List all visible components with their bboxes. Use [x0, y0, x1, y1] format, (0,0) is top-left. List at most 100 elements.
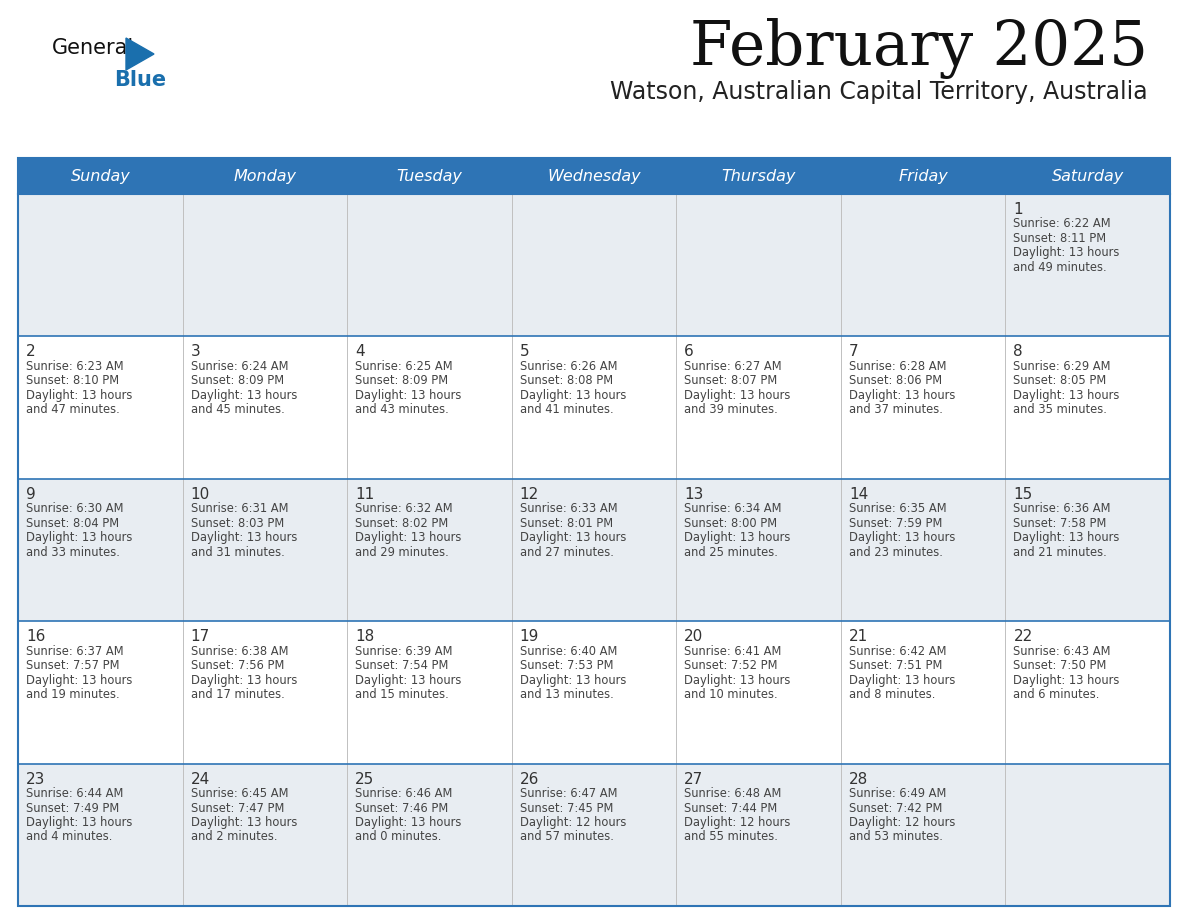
Text: and 53 minutes.: and 53 minutes. [849, 831, 943, 844]
Bar [18, 336, 1170, 479]
Text: Daylight: 13 hours: Daylight: 13 hours [849, 389, 955, 402]
Bar [18, 158, 1170, 194]
Text: 4: 4 [355, 344, 365, 360]
Text: Daylight: 13 hours: Daylight: 13 hours [849, 674, 955, 687]
Text: Sunrise: 6:30 AM: Sunrise: 6:30 AM [26, 502, 124, 515]
Text: Tuesday: Tuesday [397, 169, 462, 184]
Text: Daylight: 13 hours: Daylight: 13 hours [26, 674, 132, 687]
Text: Daylight: 13 hours: Daylight: 13 hours [1013, 532, 1120, 544]
Text: Sunrise: 6:47 AM: Sunrise: 6:47 AM [519, 787, 618, 800]
Text: Sunrise: 6:33 AM: Sunrise: 6:33 AM [519, 502, 618, 515]
Text: Sunrise: 6:41 AM: Sunrise: 6:41 AM [684, 644, 782, 657]
Text: Daylight: 13 hours: Daylight: 13 hours [26, 816, 132, 829]
Text: Friday: Friday [898, 169, 948, 184]
Text: Sunrise: 6:49 AM: Sunrise: 6:49 AM [849, 787, 946, 800]
Text: Sunrise: 6:27 AM: Sunrise: 6:27 AM [684, 360, 782, 373]
Text: Sunset: 7:53 PM: Sunset: 7:53 PM [519, 659, 613, 672]
Text: Sunrise: 6:42 AM: Sunrise: 6:42 AM [849, 644, 947, 657]
Text: Daylight: 13 hours: Daylight: 13 hours [684, 389, 791, 402]
Text: Daylight: 13 hours: Daylight: 13 hours [684, 532, 791, 544]
Text: and 10 minutes.: and 10 minutes. [684, 688, 778, 701]
Text: Saturday: Saturday [1051, 169, 1124, 184]
Text: 28: 28 [849, 772, 868, 787]
Text: 19: 19 [519, 629, 539, 644]
Text: Sunset: 7:59 PM: Sunset: 7:59 PM [849, 517, 942, 530]
Text: Sunrise: 6:31 AM: Sunrise: 6:31 AM [190, 502, 287, 515]
Text: Daylight: 13 hours: Daylight: 13 hours [190, 816, 297, 829]
Text: Sunday: Sunday [70, 169, 131, 184]
Text: General: General [52, 38, 134, 58]
Text: Sunrise: 6:45 AM: Sunrise: 6:45 AM [190, 787, 287, 800]
Text: Daylight: 13 hours: Daylight: 13 hours [1013, 389, 1120, 402]
Text: 24: 24 [190, 772, 210, 787]
Text: Daylight: 13 hours: Daylight: 13 hours [519, 532, 626, 544]
Text: and 29 minutes.: and 29 minutes. [355, 545, 449, 559]
Text: Sunset: 8:03 PM: Sunset: 8:03 PM [190, 517, 284, 530]
Text: 3: 3 [190, 344, 201, 360]
Text: Sunset: 8:09 PM: Sunset: 8:09 PM [190, 375, 284, 387]
Text: and 21 minutes.: and 21 minutes. [1013, 545, 1107, 559]
Text: Daylight: 13 hours: Daylight: 13 hours [519, 389, 626, 402]
Text: Daylight: 13 hours: Daylight: 13 hours [849, 532, 955, 544]
Text: and 13 minutes.: and 13 minutes. [519, 688, 613, 701]
Text: Sunrise: 6:40 AM: Sunrise: 6:40 AM [519, 644, 617, 657]
Text: Daylight: 13 hours: Daylight: 13 hours [355, 532, 461, 544]
Text: Sunrise: 6:32 AM: Sunrise: 6:32 AM [355, 502, 453, 515]
Text: Sunrise: 6:25 AM: Sunrise: 6:25 AM [355, 360, 453, 373]
Text: Sunset: 8:05 PM: Sunset: 8:05 PM [1013, 375, 1107, 387]
Text: Sunset: 8:09 PM: Sunset: 8:09 PM [355, 375, 448, 387]
Text: and 0 minutes.: and 0 minutes. [355, 831, 442, 844]
Text: Sunset: 7:52 PM: Sunset: 7:52 PM [684, 659, 778, 672]
Text: 1: 1 [1013, 202, 1023, 217]
Text: Daylight: 13 hours: Daylight: 13 hours [355, 816, 461, 829]
Text: 13: 13 [684, 487, 703, 502]
Text: and 43 minutes.: and 43 minutes. [355, 403, 449, 416]
Text: Sunset: 7:54 PM: Sunset: 7:54 PM [355, 659, 449, 672]
Text: 11: 11 [355, 487, 374, 502]
Bar [18, 479, 1170, 621]
Text: Sunset: 7:56 PM: Sunset: 7:56 PM [190, 659, 284, 672]
Text: 12: 12 [519, 487, 539, 502]
Text: 7: 7 [849, 344, 859, 360]
Text: Sunrise: 6:43 AM: Sunrise: 6:43 AM [1013, 644, 1111, 657]
Text: Sunrise: 6:24 AM: Sunrise: 6:24 AM [190, 360, 287, 373]
Text: and 35 minutes.: and 35 minutes. [1013, 403, 1107, 416]
Text: and 39 minutes.: and 39 minutes. [684, 403, 778, 416]
Text: Sunset: 7:57 PM: Sunset: 7:57 PM [26, 659, 120, 672]
Bar [18, 764, 1170, 906]
Text: 5: 5 [519, 344, 530, 360]
Text: Daylight: 12 hours: Daylight: 12 hours [519, 816, 626, 829]
Text: 8: 8 [1013, 344, 1023, 360]
Text: and 33 minutes.: and 33 minutes. [26, 545, 120, 559]
Text: Sunset: 8:00 PM: Sunset: 8:00 PM [684, 517, 777, 530]
Text: Sunset: 7:44 PM: Sunset: 7:44 PM [684, 801, 777, 814]
Text: Daylight: 13 hours: Daylight: 13 hours [684, 674, 791, 687]
Text: Sunset: 8:08 PM: Sunset: 8:08 PM [519, 375, 613, 387]
Text: and 6 minutes.: and 6 minutes. [1013, 688, 1100, 701]
Text: Daylight: 13 hours: Daylight: 13 hours [355, 674, 461, 687]
Text: Sunrise: 6:46 AM: Sunrise: 6:46 AM [355, 787, 453, 800]
Text: Sunrise: 6:39 AM: Sunrise: 6:39 AM [355, 644, 453, 657]
Text: and 31 minutes.: and 31 minutes. [190, 545, 284, 559]
Text: Sunset: 7:45 PM: Sunset: 7:45 PM [519, 801, 613, 814]
Text: Sunset: 8:01 PM: Sunset: 8:01 PM [519, 517, 613, 530]
Text: Sunrise: 6:48 AM: Sunrise: 6:48 AM [684, 787, 782, 800]
Text: Daylight: 13 hours: Daylight: 13 hours [190, 389, 297, 402]
Text: Sunrise: 6:34 AM: Sunrise: 6:34 AM [684, 502, 782, 515]
Text: Sunrise: 6:29 AM: Sunrise: 6:29 AM [1013, 360, 1111, 373]
Text: 16: 16 [26, 629, 45, 644]
Polygon shape [126, 38, 154, 70]
Text: 2: 2 [26, 344, 36, 360]
Text: Sunset: 7:47 PM: Sunset: 7:47 PM [190, 801, 284, 814]
Text: and 37 minutes.: and 37 minutes. [849, 403, 943, 416]
Text: Daylight: 13 hours: Daylight: 13 hours [26, 389, 132, 402]
Text: and 19 minutes.: and 19 minutes. [26, 688, 120, 701]
Text: Daylight: 12 hours: Daylight: 12 hours [684, 816, 791, 829]
Text: Thursday: Thursday [721, 169, 796, 184]
Text: Sunset: 8:04 PM: Sunset: 8:04 PM [26, 517, 119, 530]
Text: Monday: Monday [233, 169, 296, 184]
Text: Daylight: 13 hours: Daylight: 13 hours [190, 532, 297, 544]
Text: 6: 6 [684, 344, 694, 360]
Text: Sunset: 8:10 PM: Sunset: 8:10 PM [26, 375, 119, 387]
Text: and 23 minutes.: and 23 minutes. [849, 545, 943, 559]
